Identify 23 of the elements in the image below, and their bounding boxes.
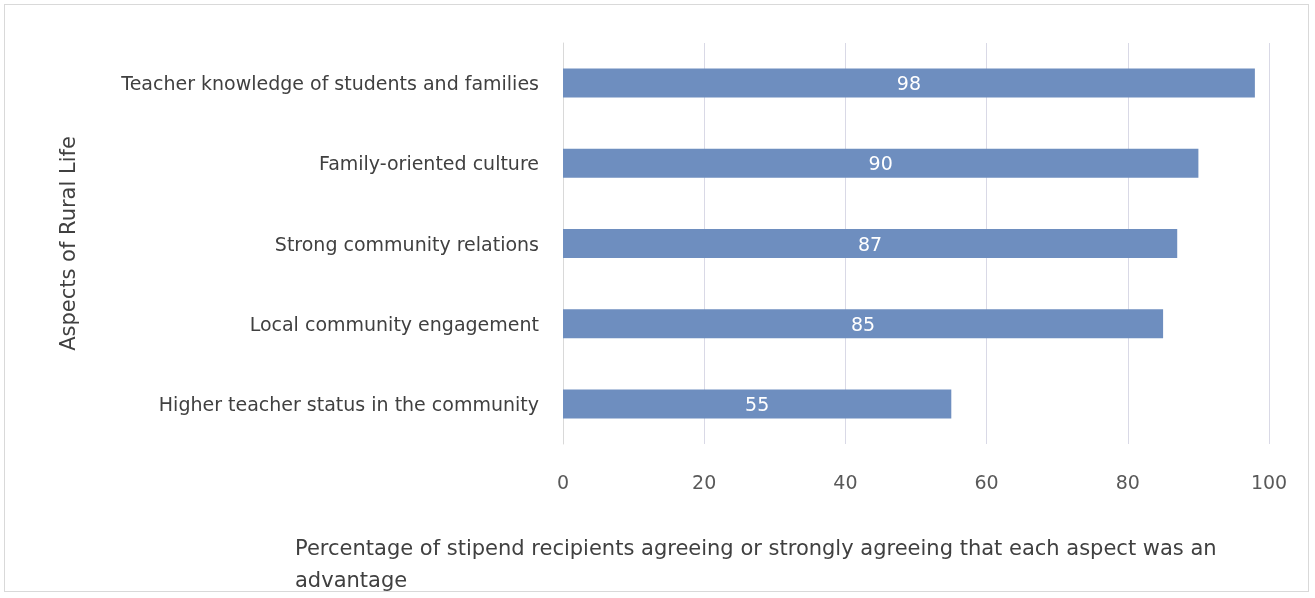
y-axis-title: Aspects of Rural Life [55,136,80,351]
x-tick-label: 20 [692,470,717,493]
x-tick-label: 60 [974,470,999,493]
data-label: 87 [858,232,883,255]
y-tick-label: Local community engagement [249,312,539,335]
y-tick-label: Strong community relations [274,232,539,255]
x-tick-label: 0 [556,470,570,493]
data-label: 90 [868,152,893,175]
bar [563,389,952,419]
bar [563,229,1178,258]
data-label: 85 [850,312,876,335]
y-tick-label: Teacher knowledge of students and families [120,72,539,95]
x-tick-label: 40 [833,470,858,493]
bar [563,68,1255,98]
x-tick-label: 80 [1115,470,1140,493]
data-label: 98 [896,72,922,95]
data-label: 55 [745,392,770,415]
x-axis-title: Percentage of stipend recipients agreeing or strongly agreeing that each aspect was an advantage [295,536,1224,592]
y-tick-label: Family-oriented culture [318,152,539,175]
bar [563,309,1164,339]
x-tick-label: 100 [1250,470,1288,493]
bar [563,148,1199,178]
y-tick-label: Higher teacher status in the community [158,392,539,415]
